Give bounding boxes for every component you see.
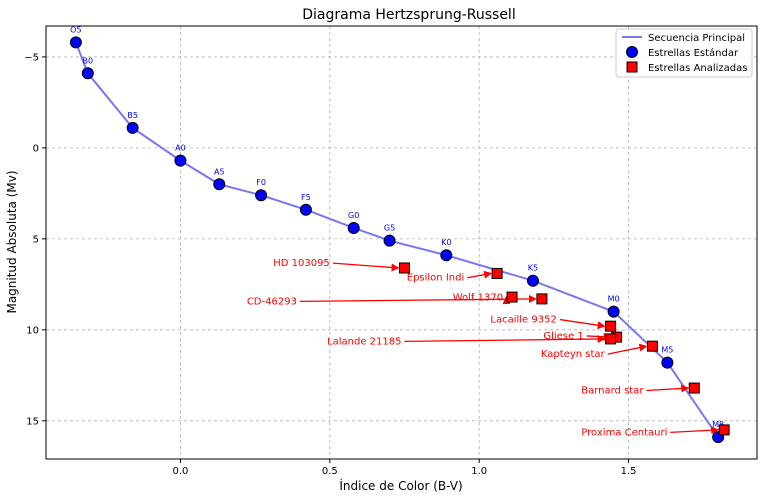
analyzed-star-label: Gliese 1 (543, 331, 583, 342)
legend-analyzed-swatch (626, 61, 638, 73)
analyzed-star-label: HD 103095 (273, 258, 330, 269)
legend-standard-label: Estrellas Estándar (648, 47, 739, 59)
y-axis-label: Magnitud Absoluta (Mv) (5, 170, 19, 313)
standard-star-point (440, 249, 453, 262)
legend-box (615, 28, 753, 78)
analyzed-star-point (605, 320, 617, 332)
x-tick-label: 0.5 (322, 466, 338, 477)
standard-star-label: B0 (83, 56, 94, 65)
analyzed-star-point (718, 424, 730, 436)
y-axis-ticks: −5 0 5 10 15 (24, 52, 46, 427)
standard-star-point (661, 356, 674, 369)
analyzed-star-arrow (467, 270, 493, 279)
analyzed-star-label: Epsilon Indi (407, 273, 464, 284)
analyzed-star-label: CD-46293 (247, 296, 297, 307)
legend-standard-swatch (626, 46, 638, 58)
analyzed-star-point (536, 293, 548, 305)
y-tick-label: 10 (26, 325, 39, 336)
y-tick-label: −5 (24, 52, 39, 63)
analyzed-star-point (605, 333, 617, 345)
analyzed-star-arrow (404, 335, 606, 344)
standard-star-label: O5 (70, 25, 81, 34)
analyzed-star-point (506, 291, 518, 303)
analyzed-star-arrow (607, 343, 648, 355)
analyzed-star-label: Proxima Centauri (581, 427, 667, 438)
standard-star-label: G0 (348, 211, 359, 220)
analyzed-star-point (688, 382, 700, 394)
standard-star-label: K5 (528, 264, 538, 273)
standard-star-label: K0 (441, 238, 451, 247)
standard-star-label: G5 (384, 224, 395, 233)
standard-star-point (299, 203, 312, 216)
legend-analyzed-label: Estrellas Analizadas (648, 63, 748, 74)
x-axis-label: Índice de Color (B-V) (339, 478, 462, 493)
grid (46, 26, 757, 459)
standard-star-point (383, 234, 396, 247)
legend-line-label: Secuencia Principal (648, 33, 745, 44)
analyzed-star-label: Lalande 21185 (327, 336, 401, 347)
standard-star-point (255, 189, 268, 202)
plot-area: O5 B0 B5 A0 A5 F0 F5 G0 G5 K0 K5 M0 M5 M8 HD 103095 Eps… (69, 25, 730, 444)
standard-star-point (213, 178, 226, 191)
x-tick-label: 1.0 (471, 466, 487, 477)
analyzed-star-label: Wolf 1370 (453, 293, 503, 304)
analyzed-star-label: Kapteyn star (541, 349, 606, 360)
x-axis-ticks: 0.0 0.5 1.0 1.5 (172, 459, 636, 477)
standard-star-label: A0 (175, 144, 186, 153)
plot-frame (45, 25, 758, 460)
chart-title: Diagrama Hertzsprung-Russell (302, 7, 515, 23)
standard-star-point (81, 67, 94, 80)
analyzed-star-point (646, 340, 658, 352)
standard-star-label: F0 (256, 178, 266, 187)
standard-star-label: F5 (301, 193, 311, 202)
standard-star-label: M8 (712, 420, 724, 429)
x-tick-label: 0.0 (172, 466, 188, 477)
standard-star-point (526, 274, 539, 287)
standard-star-label: M0 (608, 295, 620, 304)
analyzed-star-arrow (299, 294, 537, 303)
analyzed-star-point (491, 267, 503, 279)
standard-star-point (126, 121, 139, 134)
analyzed-star-arrow (559, 318, 606, 330)
analyzed-star-arrow (646, 384, 690, 393)
standard-star-point (607, 305, 620, 318)
standard-star-point (174, 154, 187, 167)
standard-star-label: M5 (661, 346, 673, 355)
legend: Secuencia Principal Estrellas Estándar E… (615, 28, 753, 78)
y-tick-label: 15 (26, 416, 39, 427)
standard-star-point (69, 36, 82, 49)
x-tick-label: 1.5 (621, 466, 637, 477)
analyzed-star-label: Lacaille 9352 (490, 315, 556, 326)
y-tick-label: 5 (33, 234, 39, 245)
main-sequence-line (74, 42, 719, 438)
standard-star-label: A5 (214, 167, 225, 176)
standard-star-label: B5 (127, 111, 138, 120)
y-tick-label: 0 (33, 143, 39, 154)
standard-star-point (347, 221, 360, 234)
analyzed-star-arrow (332, 262, 400, 272)
analyzed-star-point (398, 262, 410, 274)
analyzed-star-label: Barnard star (581, 386, 644, 397)
analyzed-star-arrow (670, 426, 720, 435)
